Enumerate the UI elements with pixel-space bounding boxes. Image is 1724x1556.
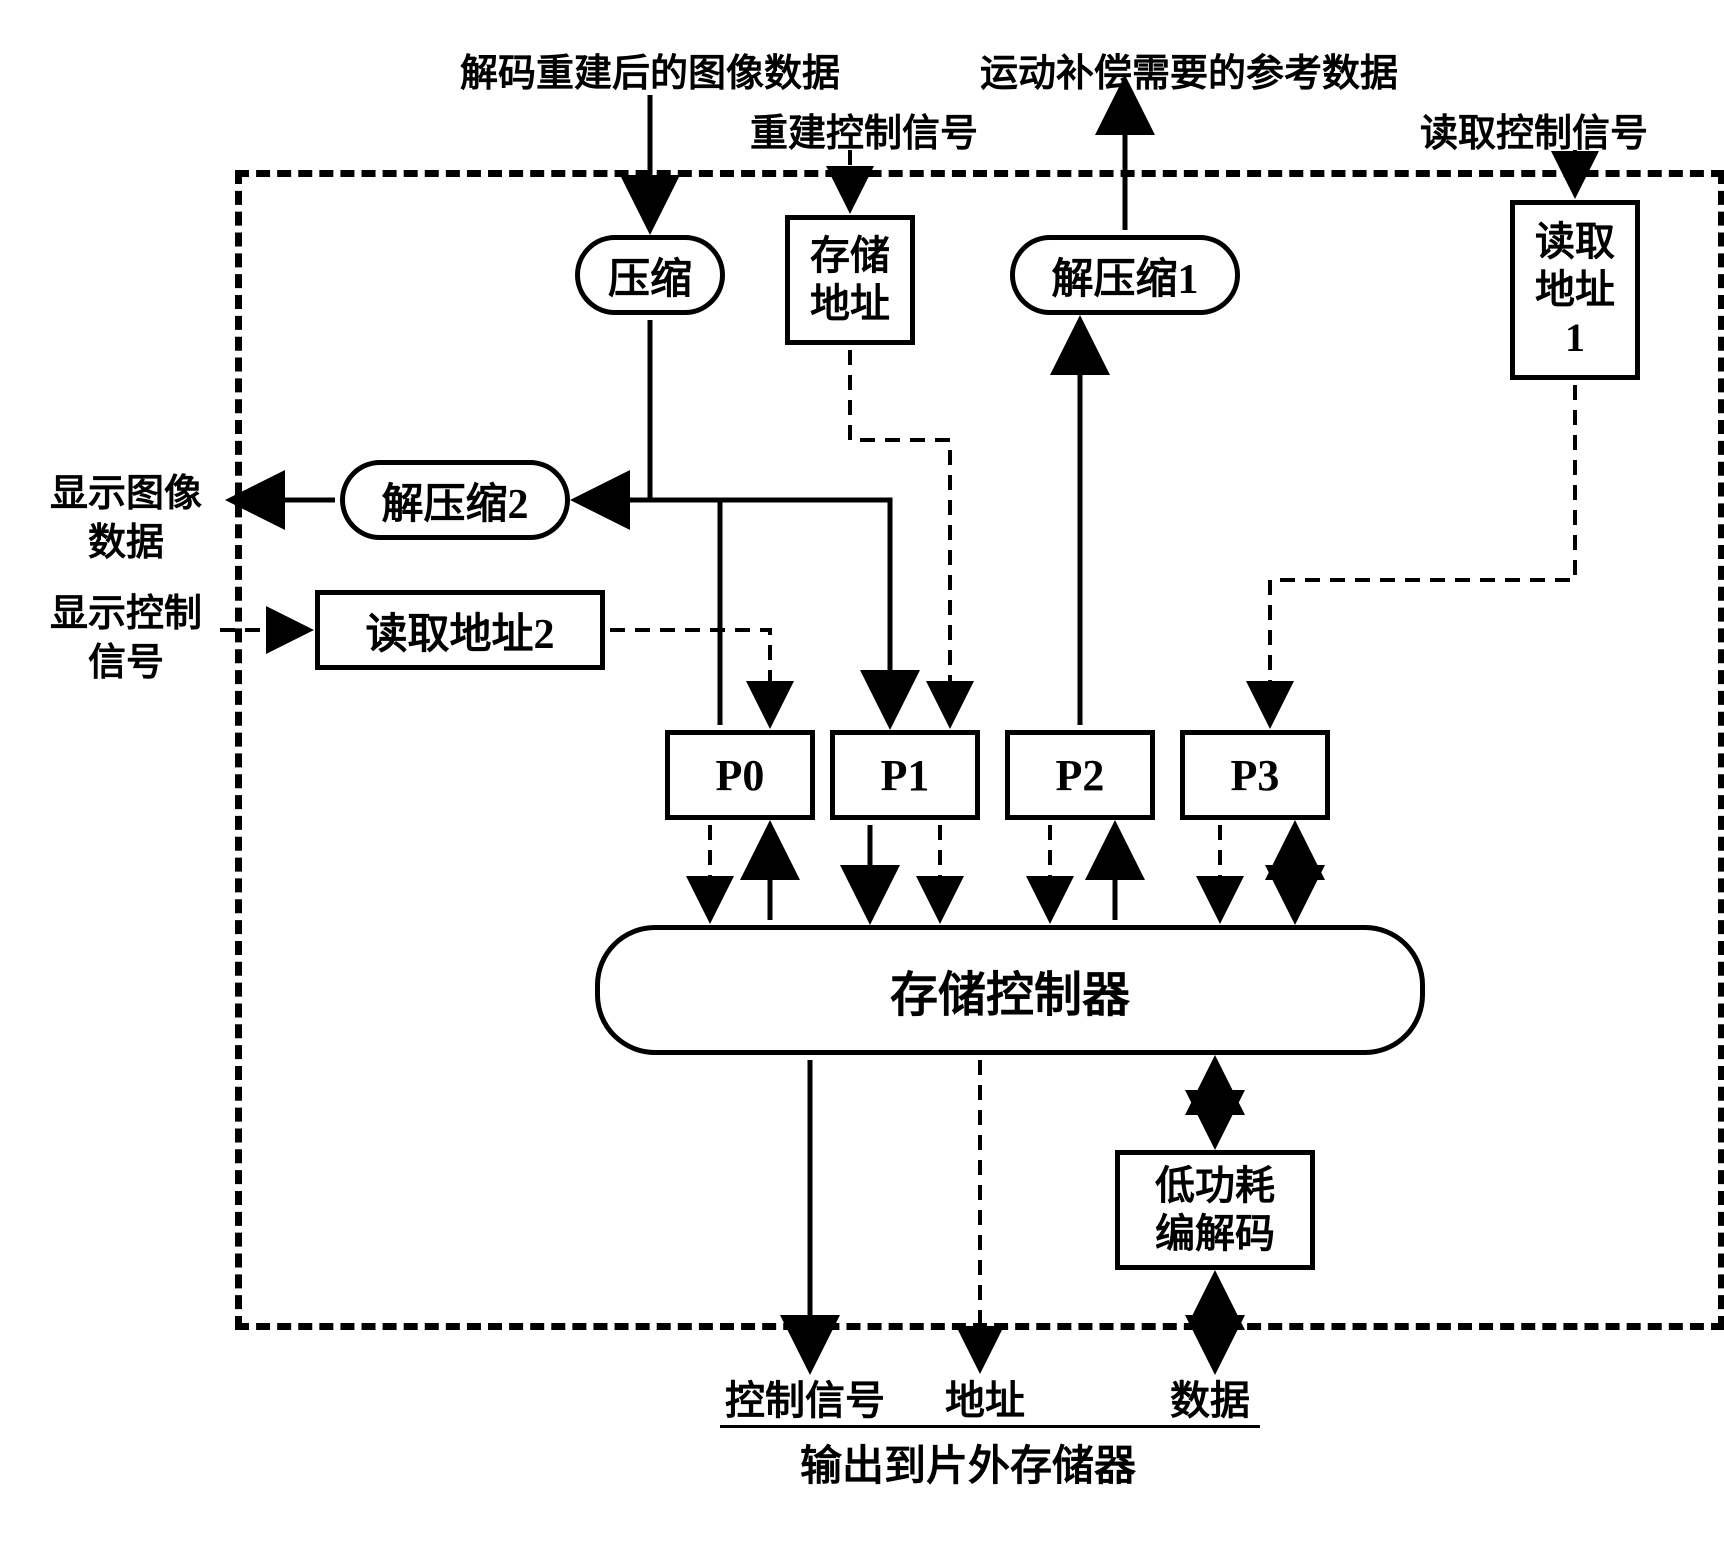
label-address: 地址 (945, 1375, 1025, 1427)
node-low-power-codec: 低功耗 编解码 (1115, 1150, 1315, 1270)
node-p0-label: P0 (716, 750, 765, 801)
label-read-ctrl: 读取控制信号 (1420, 110, 1648, 159)
node-read-addr2-label: 读取地址2 (365, 600, 554, 661)
label-rebuild-ctrl: 重建控制信号 (750, 110, 978, 159)
node-compress-label: 压缩 (608, 245, 692, 306)
node-read-addr2: 读取地址2 (315, 590, 605, 670)
block-diagram: 解码重建后的图像数据 运动补偿需要的参考数据 重建控制信号 读取控制信号 显示图… (20, 20, 1724, 1536)
node-decompress1-label: 解压缩1 (1051, 245, 1198, 306)
node-storage-ctrl-label: 存储控制器 (890, 955, 1130, 1025)
label-decoded-image-data: 解码重建后的图像数据 (460, 50, 840, 99)
node-read-addr1-label: 读取 地址 1 (1535, 218, 1615, 362)
label-show-ctrl-signal: 显示控制 信号 (50, 590, 202, 689)
label-output-off-chip: 输出到片外存储器 (800, 1440, 1136, 1495)
label-ctrl-signal: 控制信号 (725, 1375, 885, 1427)
node-storage-ctrl: 存储控制器 (595, 925, 1425, 1055)
node-decompress1: 解压缩1 (1010, 235, 1240, 315)
node-p3-label: P3 (1231, 750, 1280, 801)
node-low-power-codec-label: 低功耗 编解码 (1155, 1162, 1275, 1258)
node-p2: P2 (1005, 730, 1155, 820)
node-decompress2: 解压缩2 (340, 460, 570, 540)
label-show-image-data: 显示图像 数据 (50, 470, 202, 569)
node-decompress2-label: 解压缩2 (381, 470, 528, 531)
node-p1: P1 (830, 730, 980, 820)
label-motion-comp-ref: 运动补偿需要的参考数据 (980, 50, 1398, 99)
node-p3: P3 (1180, 730, 1330, 820)
node-store-addr-label: 存储 地址 (810, 232, 890, 328)
node-p1-label: P1 (881, 750, 930, 801)
label-data: 数据 (1170, 1375, 1250, 1427)
node-compress: 压缩 (575, 235, 725, 315)
bottom-underline (720, 1425, 1260, 1428)
node-read-addr1: 读取 地址 1 (1510, 200, 1640, 380)
node-p2-label: P2 (1056, 750, 1105, 801)
node-store-addr: 存储 地址 (785, 215, 915, 345)
node-p0: P0 (665, 730, 815, 820)
